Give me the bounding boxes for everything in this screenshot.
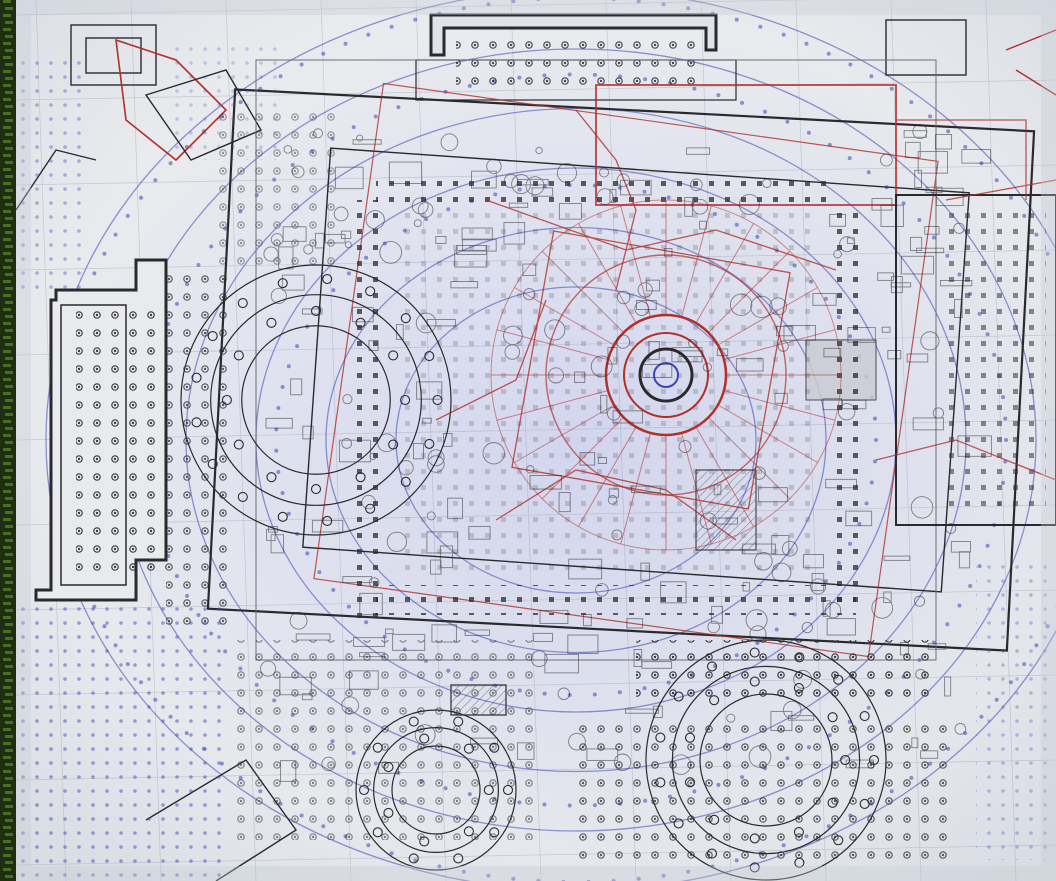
top-apse-structure (415, 13, 737, 101)
architectural-plan-drawing (16, 0, 1056, 881)
dark-edge-strip (0, 0, 16, 881)
circular-drum-plans (180, 264, 887, 881)
left-apse-structure (34, 258, 236, 630)
blue-dot-fields (16, 40, 1056, 881)
dense-ink-detail (260, 124, 992, 782)
